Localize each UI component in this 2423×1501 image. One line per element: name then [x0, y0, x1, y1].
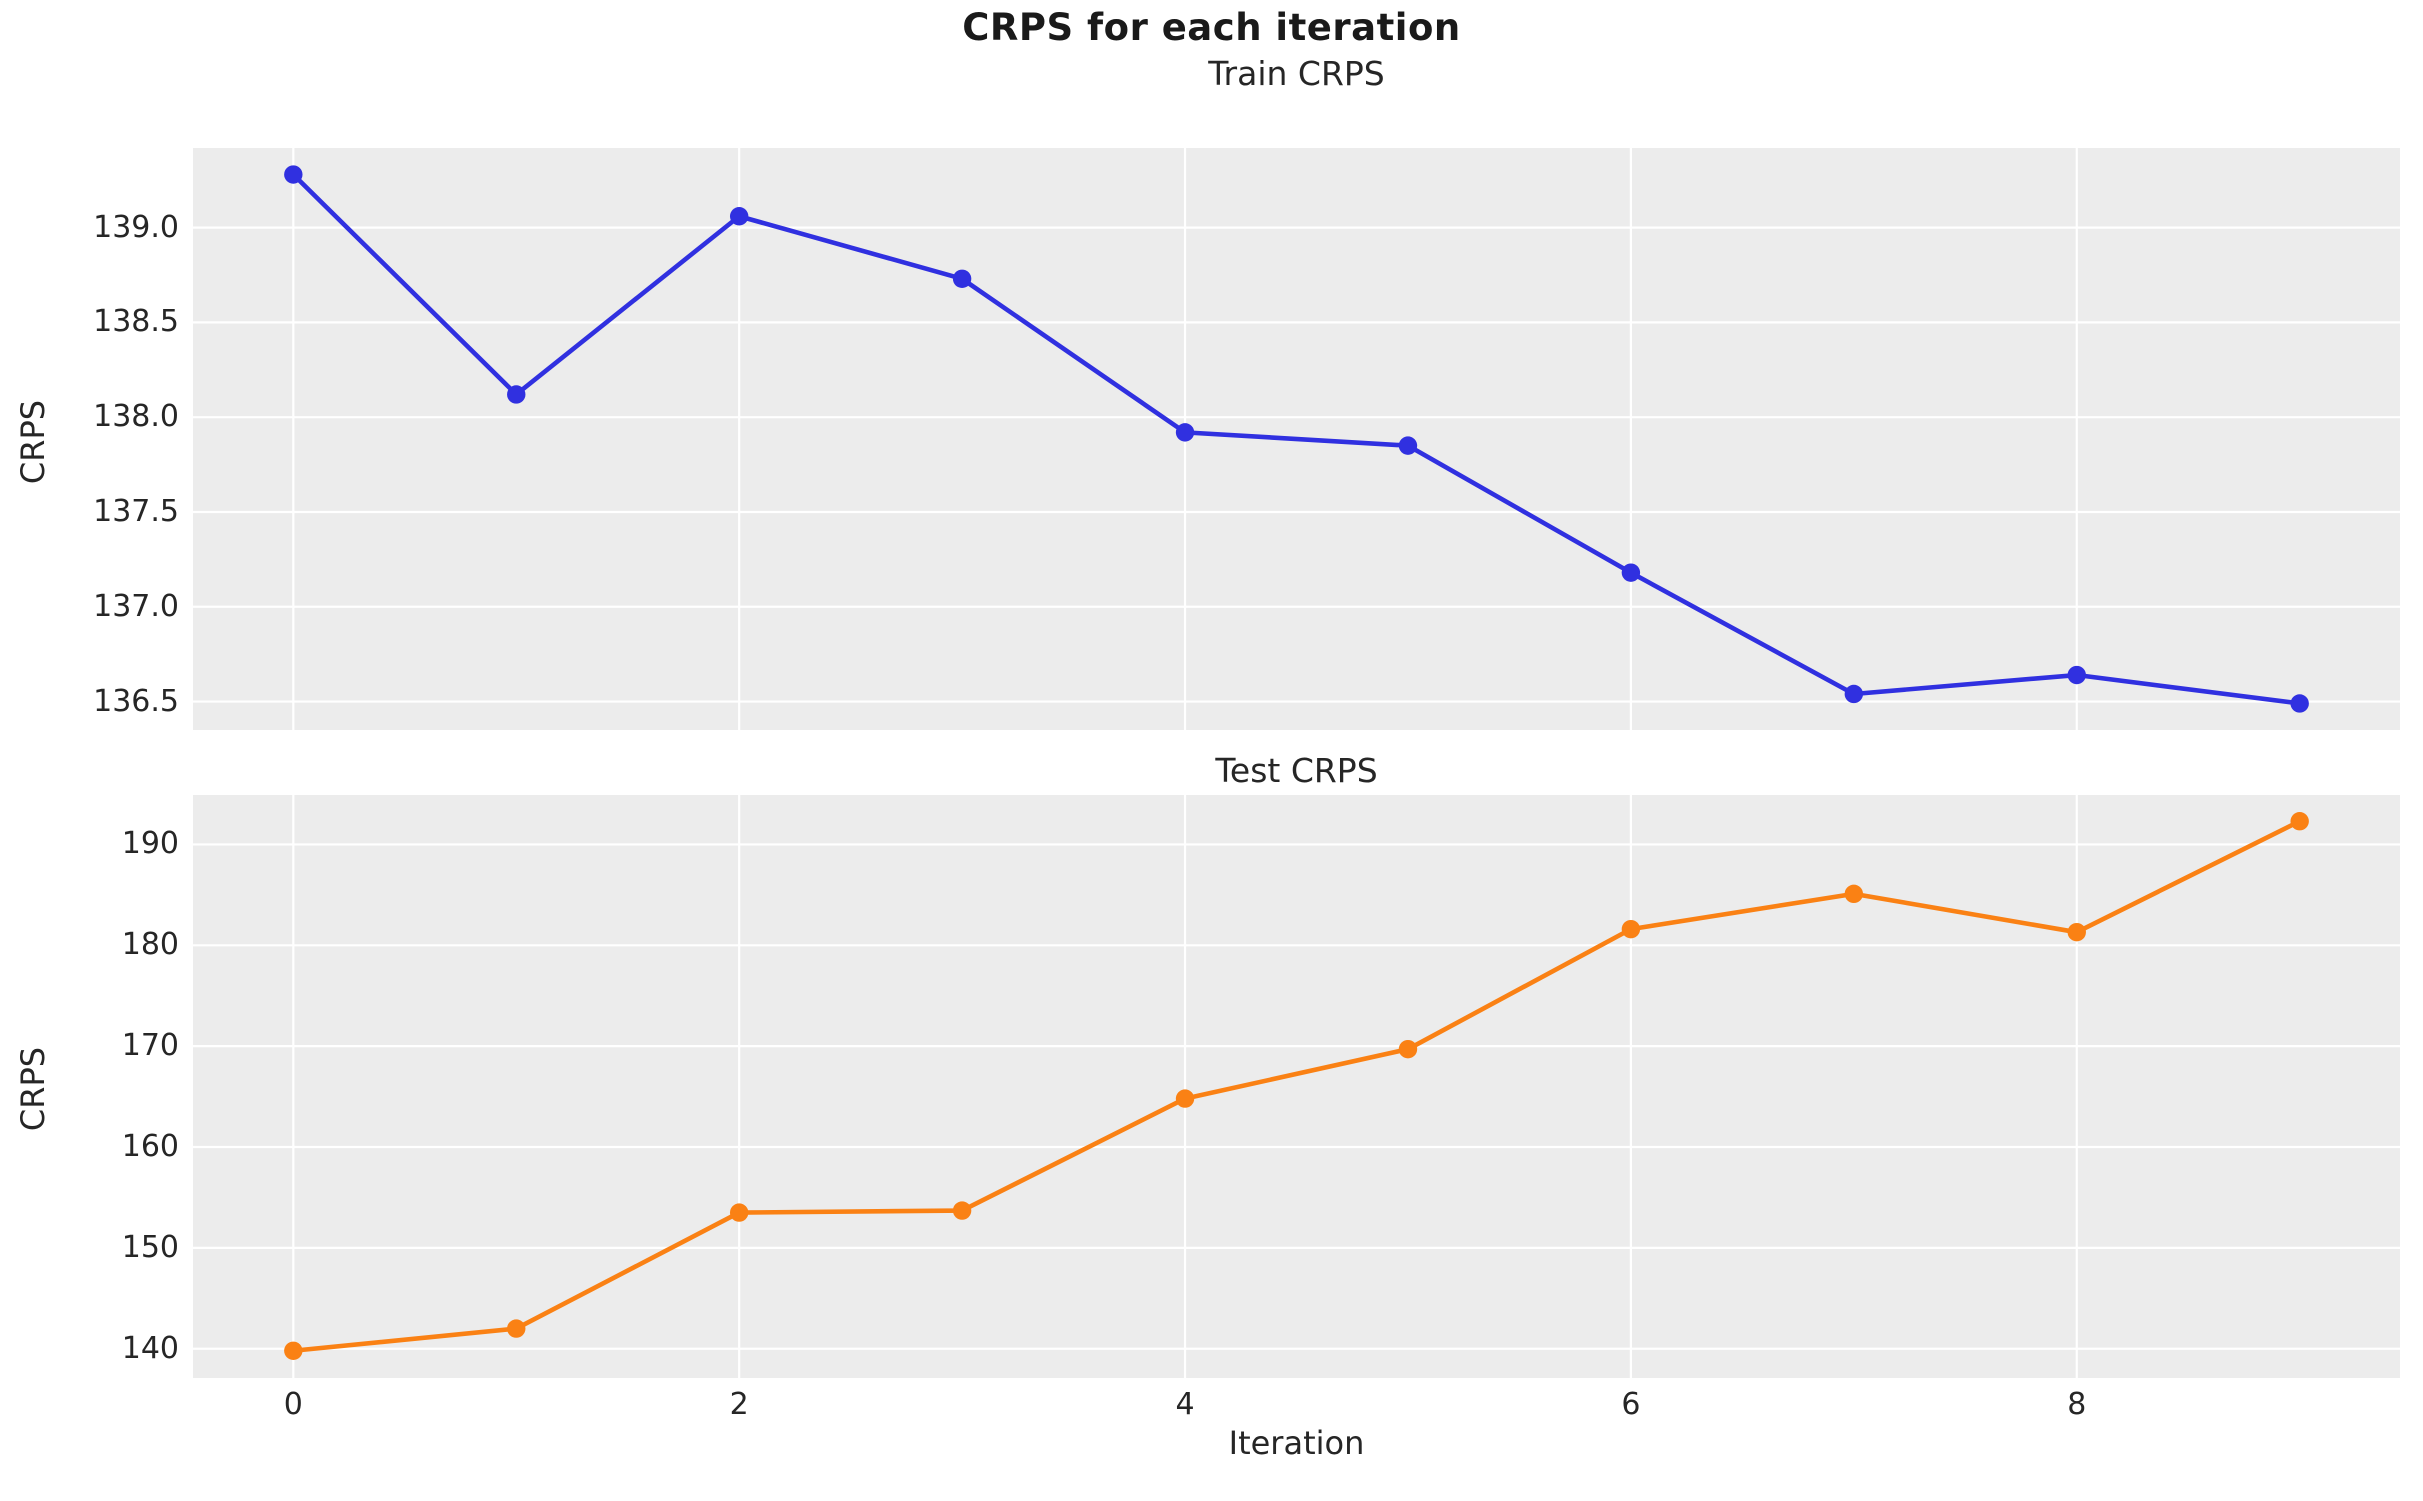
data-point-marker	[2067, 922, 2086, 942]
y-tick-label: 139.0	[93, 209, 179, 245]
x-axis-label: Iteration	[1228, 1424, 1365, 1462]
main-title: CRPS for each iteration	[962, 6, 1461, 49]
y-tick-label: 190	[121, 826, 179, 862]
x-tick-label: 8	[2067, 1387, 2087, 1422]
y-tick-label: 137.5	[93, 493, 179, 529]
y-tick-label: 138.0	[93, 399, 179, 435]
y-tick-label: 170	[121, 1028, 179, 1064]
data-point-marker	[2290, 812, 2309, 831]
test-y-axis-label: CRPS	[14, 1046, 52, 1132]
data-point-marker	[729, 1203, 749, 1222]
train-subplot-title: Train CRPS	[1208, 54, 1385, 93]
series-markers	[284, 165, 2309, 713]
data-point-marker	[284, 165, 303, 184]
data-point-marker	[1398, 1039, 1418, 1059]
y-tick-label: 180	[121, 927, 179, 963]
train-plot-area	[193, 148, 2400, 730]
data-point-marker	[952, 269, 972, 289]
x-tick-label: 2	[729, 1387, 749, 1422]
y-tick-label: 150	[121, 1229, 179, 1265]
y-tick-label: 137.0	[93, 588, 179, 624]
axes-background	[193, 795, 2400, 1378]
data-point-marker	[2067, 665, 2086, 685]
series-line	[291, 818, 2302, 1354]
gridlines	[193, 148, 2400, 730]
y-tick-label: 138.5	[93, 304, 179, 340]
data-point-marker	[1844, 884, 1864, 904]
data-point-marker	[1844, 684, 1864, 704]
test-subplot-title: Test CRPS	[1215, 751, 1378, 790]
x-tick-label: 0	[283, 1387, 303, 1422]
data-point-marker	[507, 1319, 526, 1338]
data-point-marker	[1398, 436, 1418, 455]
data-point-marker	[507, 385, 526, 404]
data-point-marker	[284, 1341, 303, 1360]
x-tick-label: 4	[1175, 1387, 1195, 1422]
y-tick-label: 140	[121, 1330, 179, 1366]
test-plot-area	[193, 795, 2400, 1378]
data-point-marker	[1621, 919, 1641, 939]
y-tick-label: 136.5	[93, 683, 179, 719]
data-point-marker	[952, 1201, 972, 1220]
gridlines	[193, 795, 2400, 1378]
data-point-marker	[1621, 563, 1641, 582]
train-y-axis-label: CRPS	[14, 399, 52, 485]
data-point-marker	[729, 207, 749, 226]
series-line	[291, 172, 2302, 706]
data-point-marker	[2290, 694, 2309, 713]
y-tick-label: 160	[121, 1129, 179, 1165]
data-point-marker	[1175, 1089, 1195, 1108]
series-markers	[284, 812, 2309, 1360]
x-tick-label: 6	[1621, 1387, 1641, 1422]
data-point-marker	[1175, 423, 1195, 442]
